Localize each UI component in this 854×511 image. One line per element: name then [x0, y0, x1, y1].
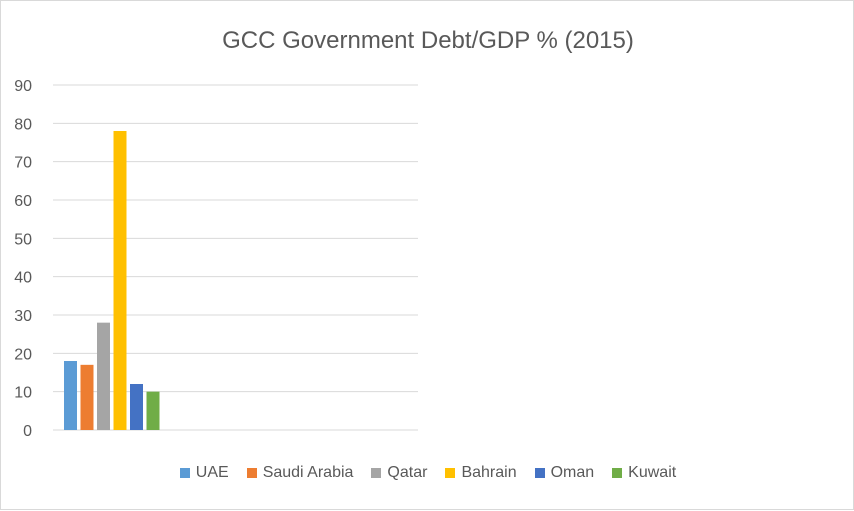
- legend-label: Oman: [550, 464, 595, 481]
- legend-swatch: [371, 468, 382, 478]
- bar-kuwait: [146, 391, 160, 430]
- bar-qatar: [97, 322, 110, 430]
- y-tick-label: 50: [14, 231, 32, 248]
- legend-item-qatar: Qatar: [371, 464, 427, 482]
- legend-swatch: [445, 468, 456, 478]
- legend-item-saudi-arabia: Saudi Arabia: [246, 464, 354, 482]
- legend-item-oman: Oman: [534, 464, 595, 482]
- y-tick-label: 90: [14, 78, 32, 95]
- y-axis-ticks: 0 10 20 30 40 50 60 70 80 90: [14, 78, 32, 440]
- y-tick-label: 80: [14, 116, 32, 133]
- legend-label: UAE: [195, 464, 229, 481]
- bar-oman: [130, 384, 143, 430]
- legend-swatch: [534, 468, 545, 478]
- legend-label: Saudi Arabia: [262, 464, 354, 481]
- legend-item-kuwait: Kuwait: [612, 464, 676, 482]
- bar-uae: [64, 361, 77, 430]
- y-tick-label: 20: [14, 346, 32, 363]
- bar-saudi-arabia: [80, 364, 94, 430]
- legend-item-uae: UAE: [179, 464, 229, 482]
- legend-swatch: [179, 468, 190, 478]
- bars: [64, 131, 160, 430]
- chart-title: GCC Government Debt/GDP % (2015): [222, 27, 634, 54]
- legend-label: Bahrain: [461, 464, 517, 481]
- legend-swatch: [612, 468, 623, 478]
- y-tick-label: 60: [14, 193, 32, 210]
- y-tick-label: 40: [14, 270, 32, 287]
- chart-legend: UAE Saudi Arabia Qatar Bahrain Oman Kuwait: [1, 464, 854, 482]
- bar-bahrain: [113, 131, 127, 430]
- legend-label: Qatar: [387, 464, 428, 481]
- y-tick-label: 10: [14, 385, 32, 402]
- y-tick-label: 70: [14, 155, 32, 172]
- y-tick-label: 0: [23, 423, 32, 440]
- legend-swatch: [246, 468, 257, 478]
- legend-label: Kuwait: [628, 464, 677, 481]
- y-tick-label: 30: [14, 308, 32, 325]
- legend-item-bahrain: Bahrain: [445, 464, 517, 482]
